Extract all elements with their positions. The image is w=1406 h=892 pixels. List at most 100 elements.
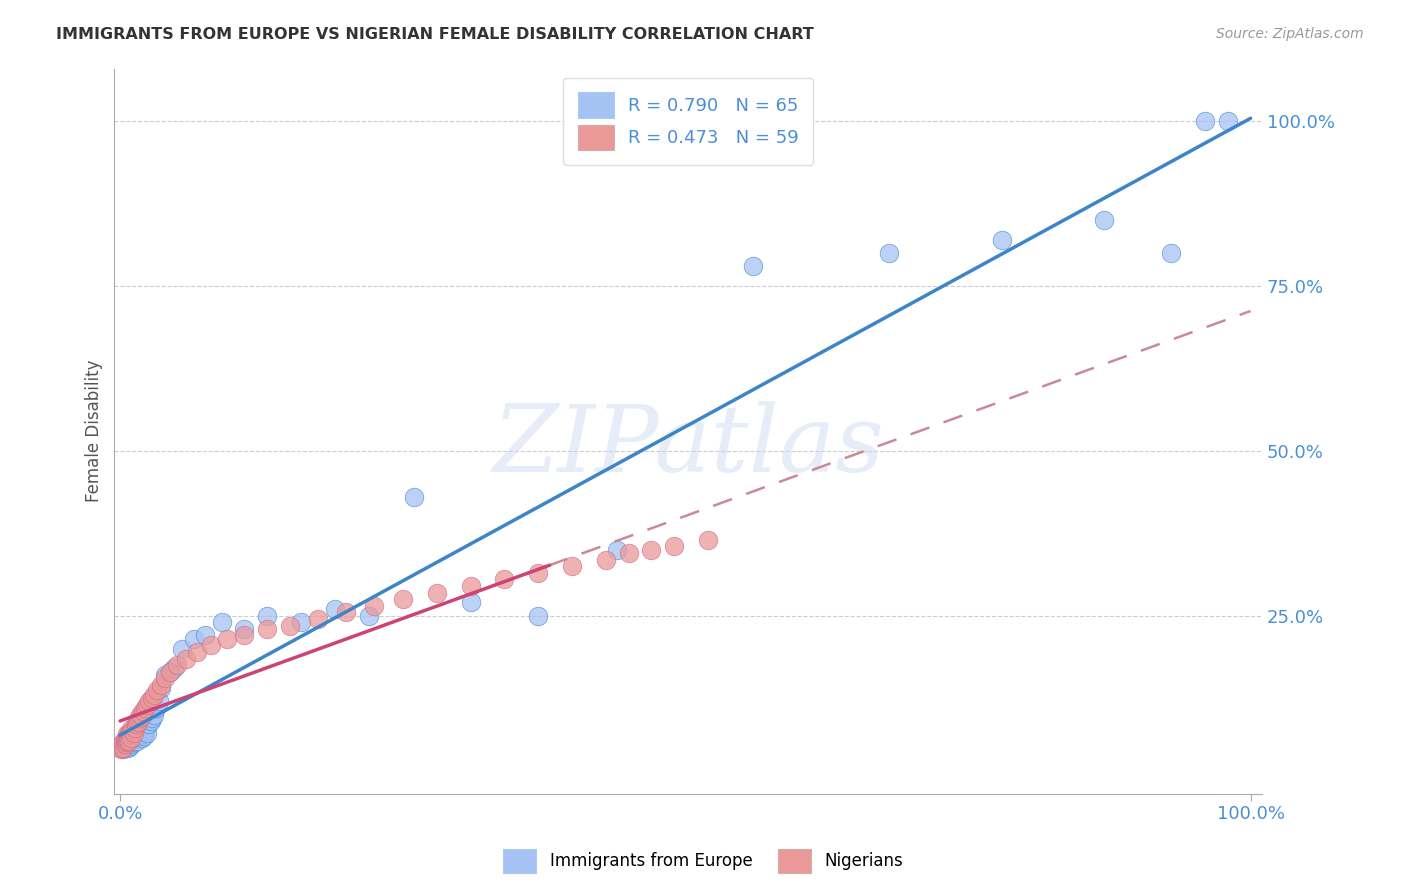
Point	[112, 740, 135, 755]
Point	[114, 735, 136, 749]
Point	[125, 714, 148, 728]
Point	[125, 734, 148, 748]
Point	[135, 721, 157, 735]
Point	[146, 682, 169, 697]
Point	[112, 742, 135, 756]
Point	[149, 678, 172, 692]
Point	[155, 668, 177, 682]
Point	[145, 701, 167, 715]
Point	[127, 727, 149, 741]
Point	[155, 671, 177, 685]
Point	[278, 618, 301, 632]
Point	[141, 691, 163, 706]
Point	[131, 731, 153, 745]
Point	[617, 546, 640, 560]
Point	[256, 622, 278, 636]
Point	[391, 592, 413, 607]
Point	[217, 632, 239, 646]
Point	[111, 739, 134, 754]
Point	[357, 608, 380, 623]
Text: Source: ZipAtlas.com: Source: ZipAtlas.com	[1216, 27, 1364, 41]
Point	[127, 715, 149, 730]
Point	[186, 645, 208, 659]
Point	[112, 737, 135, 751]
Point	[256, 608, 278, 623]
Point	[114, 732, 136, 747]
Point	[136, 698, 159, 712]
Point	[307, 612, 329, 626]
Point	[117, 729, 139, 743]
Point	[200, 638, 222, 652]
Point	[115, 737, 138, 751]
Point	[120, 727, 142, 741]
Point	[115, 727, 138, 741]
Point	[118, 734, 141, 748]
Point	[159, 665, 181, 679]
Point	[426, 585, 449, 599]
Point	[117, 732, 139, 747]
Point	[114, 737, 136, 751]
Point	[122, 735, 145, 749]
Point	[460, 595, 482, 609]
Point	[174, 651, 197, 665]
Point	[111, 739, 134, 754]
Point	[697, 533, 720, 547]
Point	[118, 726, 141, 740]
Point	[110, 742, 132, 756]
Point	[121, 734, 143, 748]
Point	[183, 632, 205, 646]
Point	[115, 732, 138, 747]
Point	[1216, 114, 1239, 128]
Legend: Immigrants from Europe, Nigerians: Immigrants from Europe, Nigerians	[496, 842, 910, 880]
Point	[128, 729, 150, 743]
Point	[143, 688, 166, 702]
Point	[134, 701, 156, 715]
Point	[194, 628, 217, 642]
Point	[991, 233, 1014, 247]
Point	[121, 724, 143, 739]
Point	[117, 735, 139, 749]
Point	[129, 726, 152, 740]
Point	[211, 615, 233, 630]
Point	[163, 661, 186, 675]
Point	[166, 658, 188, 673]
Point	[120, 731, 142, 745]
Point	[124, 726, 146, 740]
Point	[561, 559, 583, 574]
Point	[115, 734, 138, 748]
Point	[114, 731, 136, 745]
Point	[141, 711, 163, 725]
Point	[1194, 114, 1216, 128]
Point	[527, 608, 550, 623]
Point	[494, 573, 516, 587]
Point	[136, 717, 159, 731]
Point	[159, 665, 181, 679]
Text: IMMIGRANTS FROM EUROPE VS NIGERIAN FEMALE DISABILITY CORRELATION CHART: IMMIGRANTS FROM EUROPE VS NIGERIAN FEMAL…	[56, 27, 814, 42]
Point	[124, 721, 146, 735]
Point	[122, 727, 145, 741]
Point	[606, 542, 628, 557]
Point	[139, 714, 162, 728]
Point	[233, 628, 256, 642]
Point	[120, 729, 142, 743]
Point	[111, 737, 134, 751]
Y-axis label: Female Disability: Female Disability	[86, 359, 103, 502]
Point	[363, 599, 385, 613]
Point	[114, 735, 136, 749]
Point	[118, 734, 141, 748]
Point	[233, 622, 256, 636]
Point	[134, 724, 156, 739]
Point	[131, 709, 153, 723]
Point	[120, 722, 142, 736]
Point	[120, 737, 142, 751]
Point	[1092, 213, 1115, 227]
Point	[662, 540, 685, 554]
Point	[335, 606, 357, 620]
Point	[125, 729, 148, 743]
Point	[402, 490, 425, 504]
Point	[595, 552, 617, 566]
Point	[527, 566, 550, 580]
Point	[110, 740, 132, 755]
Point	[290, 615, 312, 630]
Point	[122, 726, 145, 740]
